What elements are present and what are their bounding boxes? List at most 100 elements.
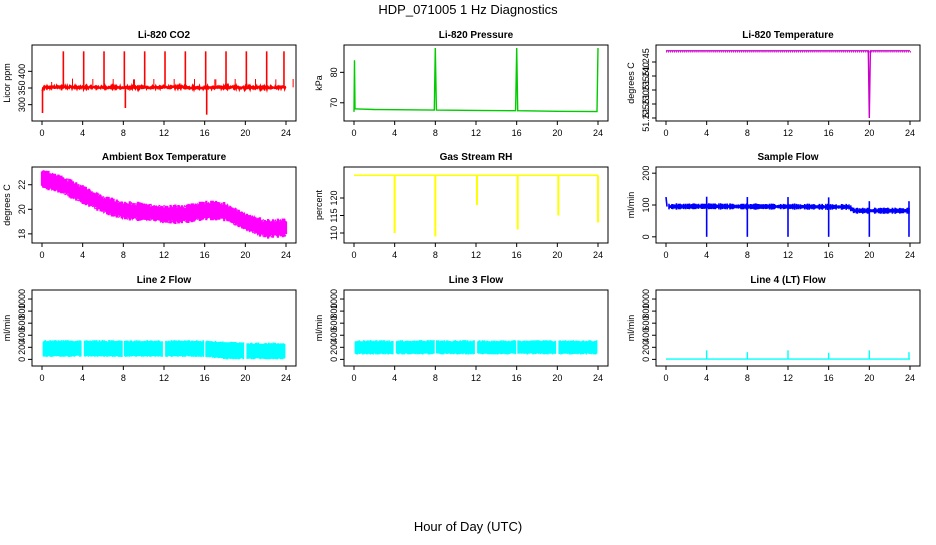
- y-tick-label: 600: [17, 316, 27, 331]
- y-tick-label: 51.230: [641, 90, 651, 118]
- y-tick-label: 51.240: [641, 62, 651, 90]
- x-tick-label: 12: [159, 250, 169, 260]
- x-tick-label: 20: [240, 128, 250, 138]
- y-axis-label: ml/min: [626, 315, 636, 342]
- panel-title: Ambient Box Temperature: [102, 152, 227, 163]
- x-tick-label: 24: [593, 128, 603, 138]
- panel-frame: [343, 166, 609, 244]
- y-tick-label: 1000: [329, 289, 339, 309]
- figure-title: HDP_071005 1 Hz Diagnostics: [378, 2, 558, 17]
- x-tick-label: 20: [240, 373, 250, 383]
- x-tick-label: 24: [905, 373, 915, 383]
- panel-1: Li-820 Pressure kPa 0 4 8 12 16 20 24 70 80: [314, 30, 609, 138]
- y-tick-label: 300: [17, 97, 27, 112]
- x-tick-label: 24: [905, 250, 915, 260]
- series-band: [42, 340, 286, 360]
- y-tick-label: 600: [329, 316, 339, 331]
- series-line-temperature: [666, 50, 910, 119]
- x-tick-label: 4: [392, 373, 397, 383]
- y-tick-label: 1000: [641, 289, 651, 309]
- series-line-upper: [41, 170, 287, 225]
- y-tick-label: 400: [329, 328, 339, 343]
- y-axis-label: Licor ppm: [2, 63, 12, 103]
- panel-8: Line 4 (LT) Flow ml/min 0 4 8 12 16 20 24 0 200400…: [626, 275, 921, 383]
- panel-frame: [343, 289, 609, 367]
- x-tick-label: 16: [200, 373, 210, 383]
- y-tick-label: 51.245: [641, 48, 651, 76]
- x-tick-label: 24: [593, 373, 603, 383]
- x-tick-label: 0: [663, 373, 668, 383]
- figure-x-axis-label: Hour of Day (UTC): [414, 519, 522, 534]
- x-tick-label: 4: [392, 250, 397, 260]
- y-tick-label: 800: [641, 304, 651, 319]
- x-tick-label: 12: [783, 250, 793, 260]
- x-tick-label: 16: [200, 250, 210, 260]
- y-tick-label: 110: [329, 226, 339, 240]
- y-tick-label: 200: [17, 340, 27, 355]
- panel-title: Line 3 Flow: [449, 275, 504, 286]
- series-line-baseline: [41, 82, 287, 93]
- panel-title: Line 2 Flow: [137, 275, 192, 286]
- x-tick-label: 4: [80, 373, 85, 383]
- panel-title: Li-820 Pressure: [439, 30, 514, 41]
- x-tick-label: 12: [783, 128, 793, 138]
- x-tick-label: 4: [704, 128, 709, 138]
- x-tick-label: 12: [159, 373, 169, 383]
- y-tick-label: 80: [329, 67, 339, 77]
- x-tick-label: 8: [121, 250, 126, 260]
- x-tick-label: 20: [552, 250, 562, 260]
- x-tick-label: 12: [471, 128, 481, 138]
- panel-5: Sample Flow ml/min 0 4 8 12 16 20 24 0 100 200: [626, 152, 921, 260]
- series-band: [354, 340, 598, 355]
- x-tick-label: 24: [905, 128, 915, 138]
- y-axis-label: ml/min: [314, 315, 324, 342]
- y-tick-label: 0: [641, 234, 651, 239]
- y-tick-label: 800: [17, 304, 27, 319]
- y-tick-label: 22: [17, 180, 27, 190]
- panel-4: Gas Stream RH percent 0 4 8 12 16 20 24 110 115 120: [314, 152, 609, 260]
- y-tick-label: 100: [641, 197, 651, 212]
- x-tick-label: 0: [351, 128, 356, 138]
- x-tick-label: 24: [593, 250, 603, 260]
- x-tick-label: 8: [745, 128, 750, 138]
- y-axis-label: degrees C: [2, 184, 12, 226]
- y-tick-label: 0: [17, 357, 27, 362]
- series-line-lower: [41, 184, 287, 239]
- y-axis-label: degrees C: [626, 62, 636, 104]
- x-tick-label: 8: [121, 373, 126, 383]
- y-tick-label: 115: [329, 208, 339, 222]
- panel-6: Line 2 Flow ml/min 0 4 8 12 16 20 24 0 20040060080…: [2, 275, 297, 383]
- y-tick-label: 1000: [17, 289, 27, 309]
- x-tick-label: 8: [745, 250, 750, 260]
- x-tick-label: 12: [471, 373, 481, 383]
- x-tick-label: 8: [121, 128, 126, 138]
- x-tick-label: 4: [704, 250, 709, 260]
- x-tick-label: 8: [745, 373, 750, 383]
- y-tick-label: 600: [641, 316, 651, 331]
- y-tick-label: 51.225: [641, 104, 651, 132]
- x-tick-label: 8: [433, 250, 438, 260]
- x-tick-label: 12: [783, 373, 793, 383]
- x-tick-label: 0: [351, 250, 356, 260]
- x-tick-label: 16: [200, 128, 210, 138]
- panel-title: Sample Flow: [757, 152, 818, 163]
- panel-7: Line 3 Flow ml/min 0 4 8 12 16 20 24 0 20040060080…: [314, 275, 609, 383]
- x-tick-label: 20: [552, 128, 562, 138]
- x-tick-label: 24: [281, 373, 291, 383]
- y-tick-label: 51.235: [641, 76, 651, 104]
- panel-title: Line 4 (LT) Flow: [750, 275, 826, 286]
- x-tick-label: 8: [433, 373, 438, 383]
- series-band: [40, 170, 288, 239]
- y-tick-label: 200: [641, 166, 651, 181]
- y-tick-label: 800: [329, 304, 339, 319]
- x-tick-label: 24: [281, 250, 291, 260]
- y-tick-label: 120: [329, 190, 339, 205]
- x-tick-label: 24: [281, 128, 291, 138]
- x-tick-label: 0: [39, 373, 44, 383]
- x-tick-label: 8: [433, 128, 438, 138]
- panel-title: Gas Stream RH: [440, 152, 513, 163]
- x-tick-label: 0: [39, 128, 44, 138]
